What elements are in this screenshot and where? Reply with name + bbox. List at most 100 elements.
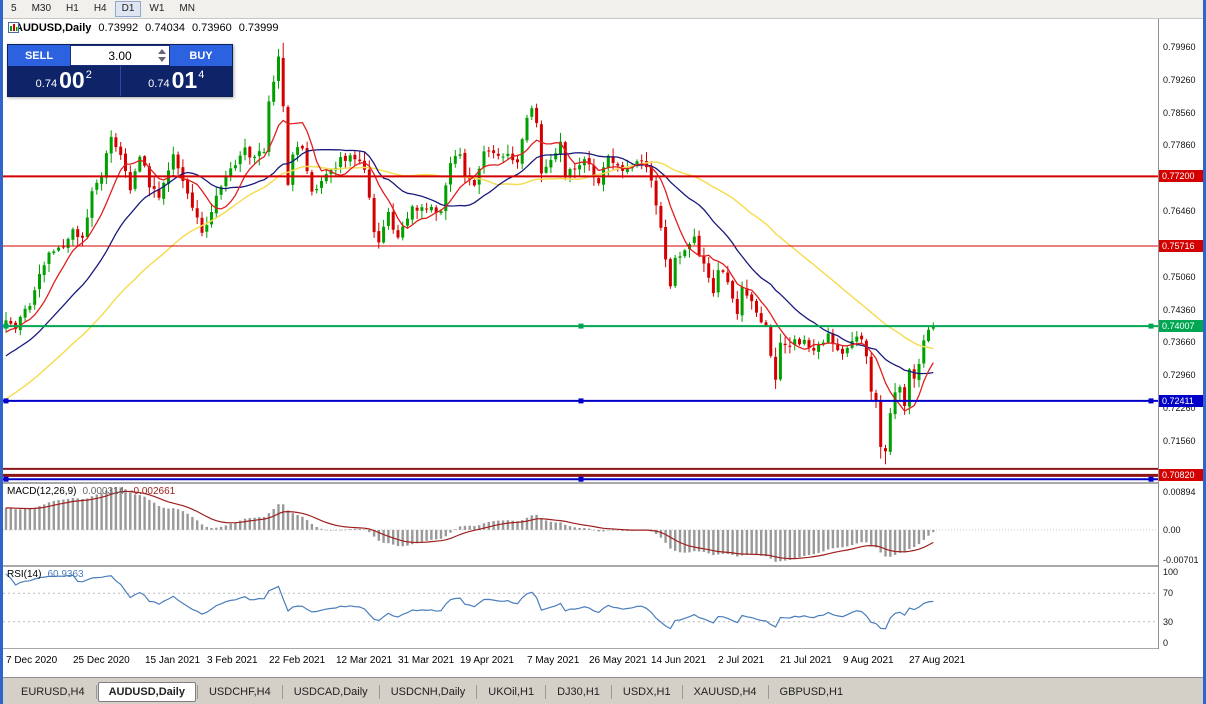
time-axis[interactable]: 7 Dec 2020 25 Dec 2020 15 Jan 2021 3 Feb 20…	[3, 649, 1203, 677]
date-label: 14 Jun 2021	[651, 655, 707, 666]
chart-tab-eurusd-h4[interactable]: EURUSD,H4	[21, 685, 85, 698]
volume-up-icon[interactable]	[158, 49, 166, 54]
volume-field[interactable]: 3.00	[71, 46, 169, 65]
price-tick-label: 0.74360	[1163, 304, 1196, 315]
price-tick-label: 0.75060	[1163, 271, 1196, 282]
rsi-pane[interactable]: RSI(14) 60.9363	[3, 567, 1159, 648]
date-label: 22 Feb 2021	[269, 655, 326, 666]
symbol-label: AUDUSD,Daily	[15, 22, 92, 34]
sell-button[interactable]: SELL	[8, 45, 70, 66]
tab-separator	[95, 684, 97, 699]
price-chart-pane[interactable]: AUDUSD,Daily 0.73992 0.74034 0.73960 0.7…	[3, 18, 1159, 482]
price-axis[interactable]: 0.79960 0.79260 0.78560 0.77860 0.76460 0.750…	[1158, 18, 1203, 649]
chart-tab-usdchf-h4[interactable]: USDCHF,H4	[208, 685, 271, 698]
buy-button[interactable]: BUY	[170, 45, 232, 66]
close-value: 0.73999	[238, 22, 279, 34]
tab-separator	[767, 684, 769, 699]
date-label: 2 Jul 2021	[718, 655, 765, 666]
chart-tab-dj30-h1[interactable]: DJ30,H1	[557, 685, 600, 698]
date-label: 21 Jul 2021	[780, 655, 832, 666]
chart-tab-gbpusd-h1[interactable]: GBPUSD,H1	[779, 685, 844, 698]
date-label: 15 Jan 2021	[145, 655, 201, 666]
buy-price-sup: 4	[198, 69, 205, 81]
rsi-tick-label: 30	[1163, 616, 1174, 627]
price-tick-label: 0.72960	[1163, 370, 1196, 381]
price-tick-label: 0.78560	[1163, 107, 1196, 118]
sell-price[interactable]: 0.74 00 2	[8, 66, 120, 96]
tab-separator	[281, 684, 283, 699]
price-tick-label: 0.79260	[1163, 74, 1196, 85]
timeframe-button-h1[interactable]: H1	[59, 1, 86, 17]
timeframe-button-w1[interactable]: W1	[142, 1, 171, 17]
price-tick-label: 0.71560	[1163, 435, 1196, 446]
tab-separator	[610, 684, 612, 699]
chart-tab-ukoil-h1[interactable]: UKOil,H1	[488, 685, 535, 698]
timeframe-button-mn[interactable]: MN	[172, 1, 202, 17]
candlestick-chart[interactable]	[3, 18, 1159, 482]
rsi-value: 60.9363	[47, 569, 84, 580]
volume-spinner[interactable]	[158, 49, 166, 62]
price-tick-label: 0.72260	[1163, 402, 1196, 413]
macd-chart[interactable]	[3, 484, 1159, 565]
chart-ohlc-header: AUDUSD,Daily 0.73992 0.74034 0.73960 0.7…	[8, 22, 278, 34]
chart-tab-usdcnh-daily[interactable]: USDCNH,Daily	[390, 685, 466, 698]
macd-pane[interactable]: MACD(12,26,9) 0.000314 -0.002661	[3, 484, 1159, 565]
rsi-label: RSI(14) 60.9363	[7, 569, 84, 580]
chart-tab-audusd-daily[interactable]: AUDUSD,Daily	[97, 681, 196, 702]
price-line-label: 0.75716	[1159, 239, 1203, 252]
timeframe-button-d1[interactable]: D1	[114, 1, 142, 17]
price-tick-label: 0.79960	[1163, 42, 1196, 53]
price-tick-label: 0.76460	[1163, 206, 1196, 217]
open-value: 0.73992	[98, 22, 139, 34]
date-label: 31 Mar 2021	[398, 655, 455, 666]
date-label: 27 Aug 2021	[909, 655, 966, 666]
low-value: 0.73960	[191, 22, 232, 34]
price-line-label: 0.74007	[1159, 320, 1203, 333]
tab-separator	[196, 684, 198, 699]
price-line-label: 0.72411	[1159, 394, 1203, 407]
rsi-tick-label: 0	[1163, 638, 1169, 648]
pane-splitter[interactable]	[3, 482, 1203, 484]
date-label: 25 Dec 2020	[73, 655, 130, 666]
date-label: 26 May 2021	[589, 655, 647, 666]
date-label: 19 Apr 2021	[460, 655, 514, 666]
sell-price-sup: 2	[85, 69, 92, 81]
date-label: 3 Feb 2021	[207, 655, 258, 666]
price-tick-label: 0.73660	[1163, 337, 1196, 348]
buy-price[interactable]: 0.74 01 4	[119, 66, 233, 96]
sell-price-big: 00	[59, 67, 85, 93]
timeframe-toolbar: 5 M30 H1 H4 D1 W1 MN	[3, 0, 1203, 19]
volume-value: 3.00	[108, 48, 132, 63]
buy-price-big: 01	[171, 67, 198, 93]
tab-separator	[476, 684, 478, 699]
chart-tab-xauusd-h4[interactable]: XAUUSD,H4	[693, 685, 757, 698]
volume-down-icon[interactable]	[158, 57, 166, 62]
macd-tick-label: 0.00	[1163, 524, 1181, 535]
macd-value: 0.000314	[82, 486, 125, 497]
high-value: 0.74034	[145, 22, 185, 34]
rsi-chart[interactable]	[3, 567, 1159, 648]
timeframe-button-h4[interactable]: H4	[87, 1, 114, 17]
chart-tab-usdx-h1[interactable]: USDX,H1	[622, 685, 671, 698]
tab-separator	[545, 684, 547, 699]
rsi-tick-label: 100	[1163, 567, 1179, 577]
rsi-tick-label: 70	[1163, 588, 1174, 599]
macd-signal-value: -0.002661	[130, 486, 176, 497]
price-line-label: 0.70820	[1159, 469, 1203, 482]
chart-tab-usdcad-daily[interactable]: USDCAD,Daily	[293, 685, 368, 698]
price-line-label: 0.77200	[1159, 170, 1203, 183]
date-label: 7 Dec 2020	[6, 655, 58, 666]
sell-price-prefix: 0.74	[35, 78, 58, 90]
pane-splitter[interactable]	[3, 565, 1203, 567]
macd-tick-label: 0.00894	[1163, 486, 1196, 497]
macd-name: MACD(12,26,9)	[7, 486, 77, 497]
buy-price-prefix: 0.74	[148, 78, 170, 90]
timeframe-button-5[interactable]: 5	[4, 1, 24, 17]
date-label: 9 Aug 2021	[843, 655, 894, 666]
tab-separator	[378, 684, 380, 699]
pane-splitter	[3, 648, 1203, 649]
chart-tab-bar: EURUSD,H4 AUDUSD,Daily USDCHF,H4 USDCAD,Dai…	[3, 677, 1203, 704]
date-label: 7 May 2021	[527, 655, 580, 666]
timeframe-button-m30[interactable]: M30	[25, 1, 58, 17]
